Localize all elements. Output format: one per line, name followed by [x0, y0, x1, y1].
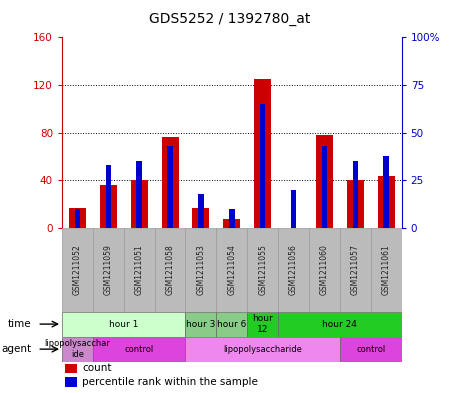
Text: count: count — [82, 363, 112, 373]
Bar — [75, 209, 80, 228]
Text: hour 24: hour 24 — [322, 320, 357, 329]
Bar — [383, 156, 389, 228]
Bar — [347, 180, 364, 228]
Text: lipopolysacchar
ide: lipopolysacchar ide — [45, 340, 110, 359]
Bar — [378, 176, 395, 228]
Bar — [62, 312, 185, 337]
Text: GSM1211052: GSM1211052 — [73, 244, 82, 295]
Text: hour
12: hour 12 — [252, 314, 273, 334]
Bar — [216, 312, 247, 337]
Text: GSM1211053: GSM1211053 — [196, 244, 206, 295]
Bar — [278, 228, 309, 312]
Text: GSM1211054: GSM1211054 — [227, 244, 236, 295]
Bar — [155, 228, 185, 312]
Bar — [216, 228, 247, 312]
Text: GSM1211056: GSM1211056 — [289, 244, 298, 295]
Bar — [185, 337, 340, 362]
Text: GSM1211060: GSM1211060 — [320, 244, 329, 295]
Text: GDS5252 / 1392780_at: GDS5252 / 1392780_at — [149, 11, 310, 26]
Bar — [100, 185, 117, 228]
Bar — [260, 104, 265, 228]
Bar — [62, 337, 93, 362]
Text: GSM1211061: GSM1211061 — [382, 244, 391, 295]
Text: hour 3: hour 3 — [186, 320, 216, 329]
Bar — [69, 208, 86, 228]
Bar — [247, 312, 278, 337]
Text: percentile rank within the sample: percentile rank within the sample — [82, 377, 258, 387]
Bar — [93, 228, 124, 312]
Bar — [371, 228, 402, 312]
Bar — [185, 228, 216, 312]
Bar — [167, 146, 173, 228]
Bar — [322, 146, 327, 228]
Bar — [278, 312, 402, 337]
Bar — [65, 364, 77, 373]
Bar — [106, 165, 111, 228]
Bar — [131, 180, 148, 228]
Text: time: time — [7, 319, 31, 329]
Text: lipopolysaccharide: lipopolysaccharide — [223, 345, 302, 354]
Bar — [136, 162, 142, 228]
Bar — [291, 190, 297, 228]
Bar — [254, 79, 271, 228]
Bar — [316, 135, 333, 228]
Bar — [62, 228, 93, 312]
Bar — [229, 209, 235, 228]
Bar — [223, 219, 241, 228]
Text: GSM1211051: GSM1211051 — [134, 244, 144, 295]
Bar — [353, 162, 358, 228]
Text: agent: agent — [1, 344, 31, 354]
Text: hour 6: hour 6 — [217, 320, 246, 329]
Text: GSM1211059: GSM1211059 — [104, 244, 113, 295]
Bar — [198, 194, 204, 228]
Text: hour 1: hour 1 — [109, 320, 139, 329]
Bar — [162, 138, 179, 228]
Text: GSM1211055: GSM1211055 — [258, 244, 267, 295]
Text: GSM1211058: GSM1211058 — [166, 244, 174, 295]
Text: control: control — [124, 345, 154, 354]
Text: GSM1211057: GSM1211057 — [351, 244, 360, 295]
Bar — [185, 312, 216, 337]
Bar — [124, 228, 155, 312]
Bar — [247, 228, 278, 312]
Bar — [93, 337, 185, 362]
Bar — [340, 337, 402, 362]
Text: control: control — [356, 345, 386, 354]
Bar — [192, 208, 209, 228]
Bar — [309, 228, 340, 312]
Bar — [340, 228, 371, 312]
Bar — [65, 377, 77, 387]
